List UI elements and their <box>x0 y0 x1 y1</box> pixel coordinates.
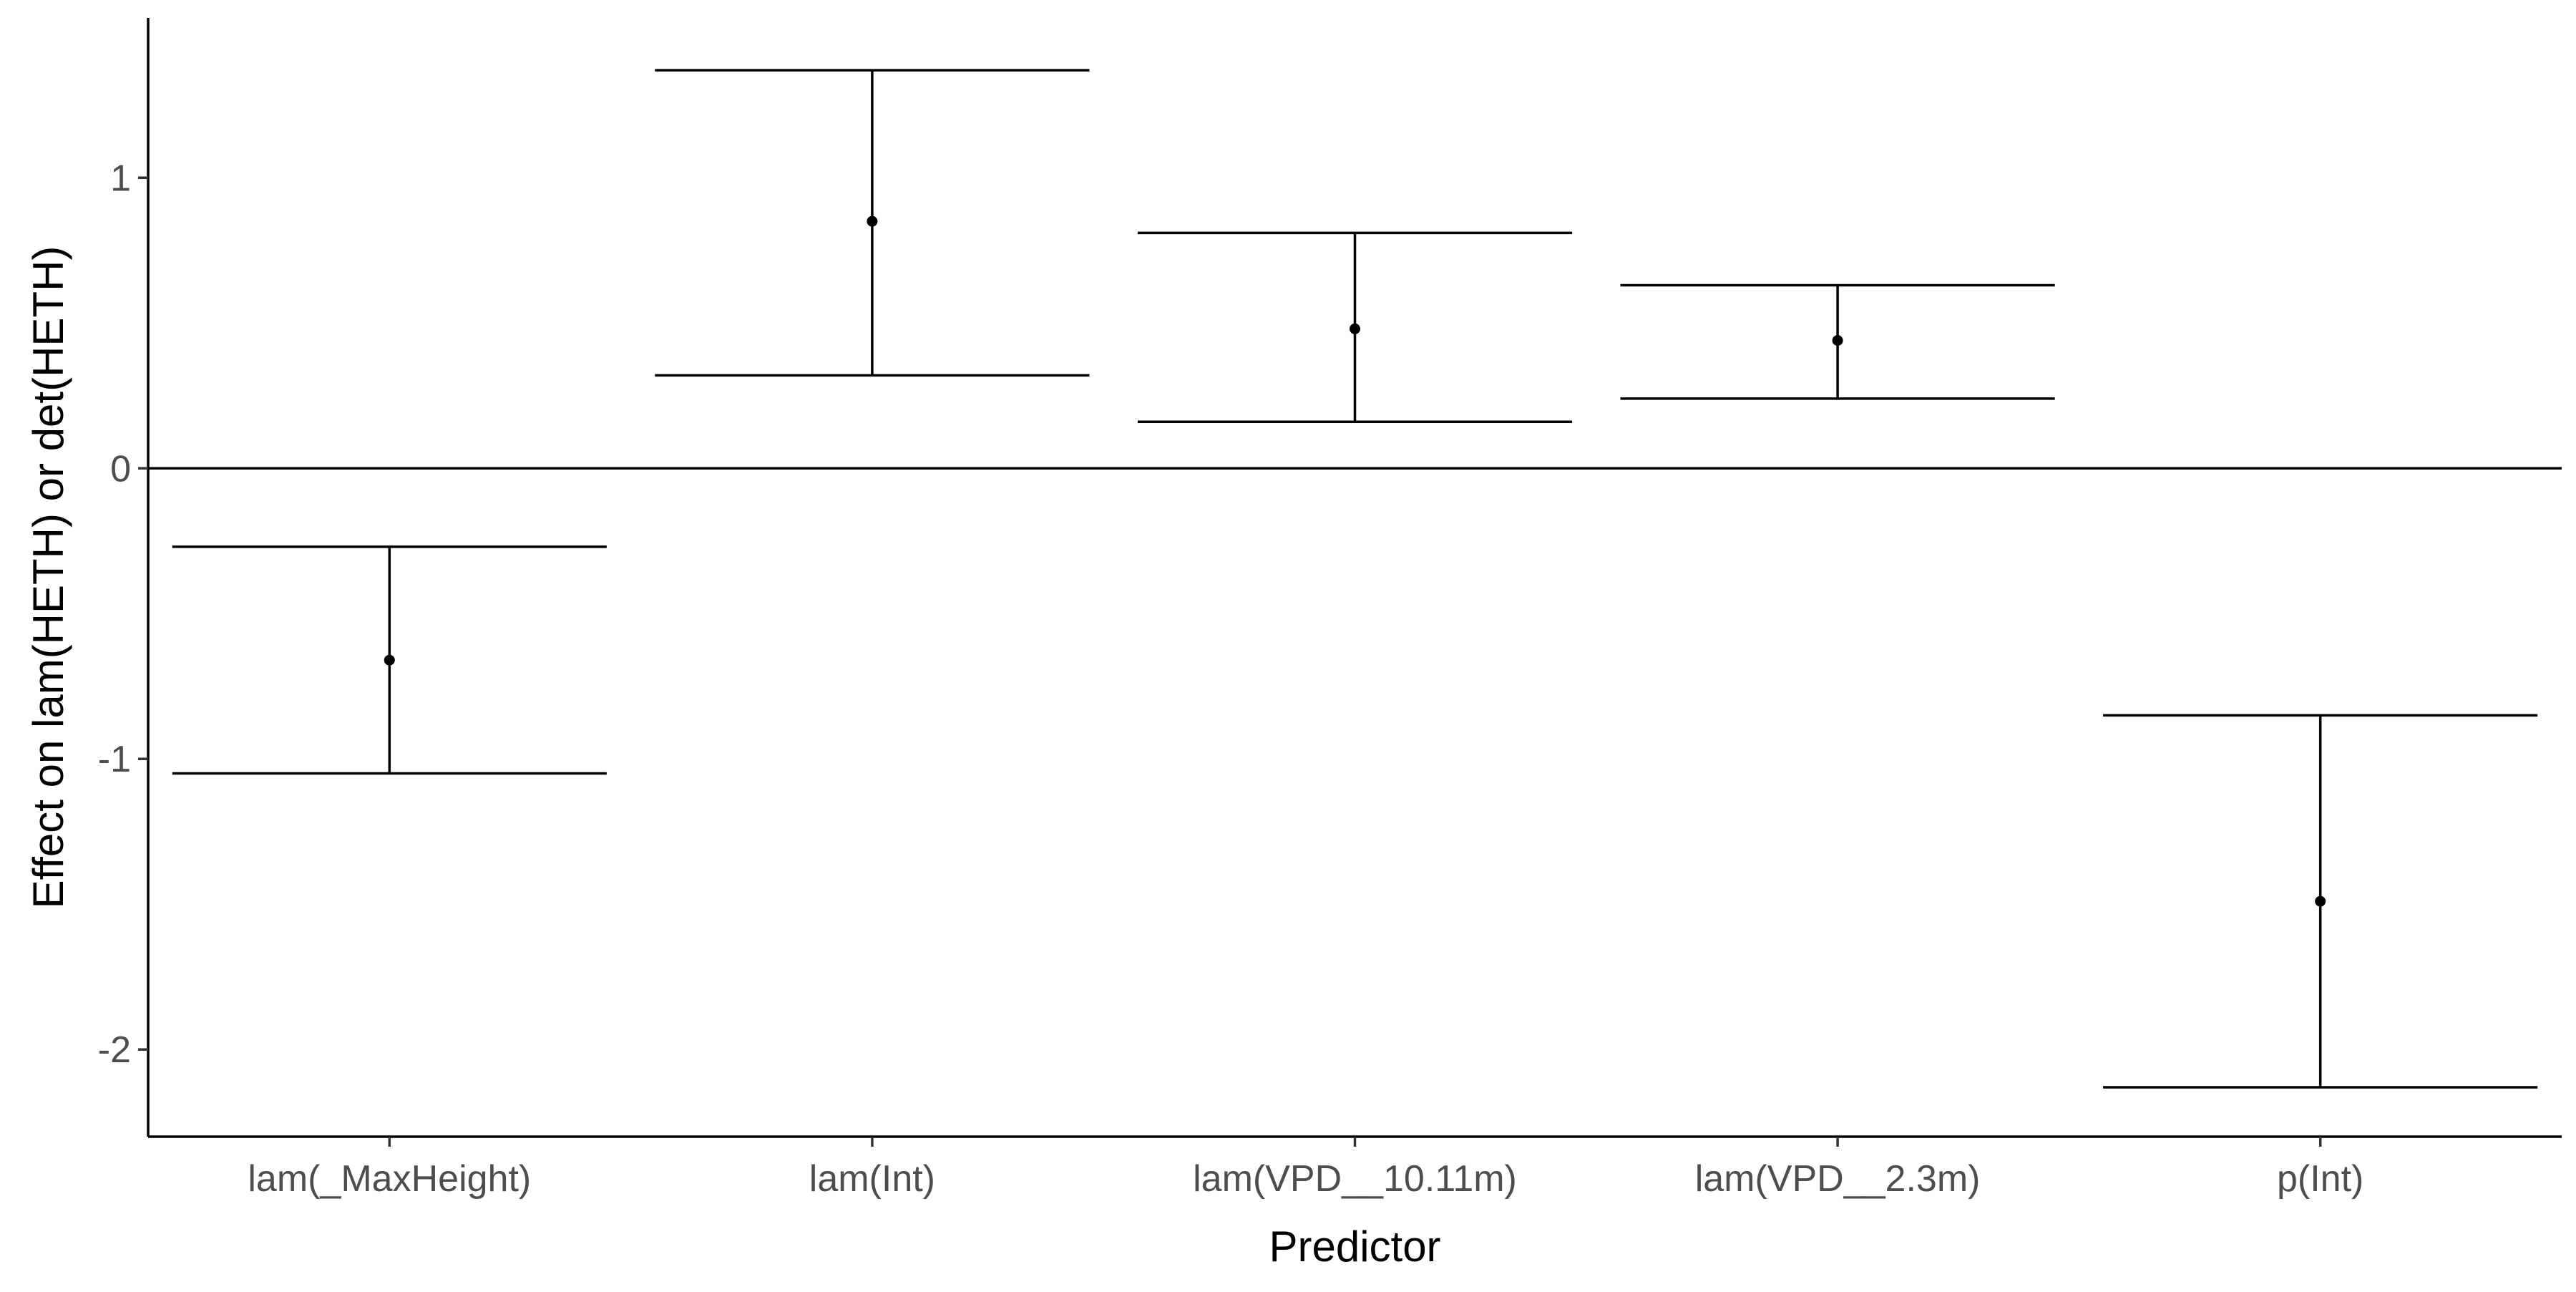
estimate-point <box>1832 335 1843 346</box>
x-axis-title: Predictor <box>1269 1223 1440 1271</box>
x-tick-label: lam(VPD__10.11m) <box>1193 1158 1517 1200</box>
errorbar-layer <box>172 69 2538 1089</box>
estimate-point <box>1350 323 1360 334</box>
axes-layer <box>147 18 2562 1138</box>
y-tick-layer: -2 -1 0 1 <box>98 157 148 1071</box>
estimate-point <box>2315 895 2326 907</box>
y-axis-title: Effect on lam(HETH) or det(HETH) <box>24 246 72 909</box>
y-tick-label: 1 <box>110 157 131 199</box>
x-tick-label: lam(VPD__2.3m) <box>1695 1158 1981 1200</box>
y-tick-label: -1 <box>98 739 131 780</box>
y-tick-label: 0 <box>110 448 131 490</box>
point-layer <box>384 215 2326 907</box>
estimate-point <box>384 654 395 666</box>
y-tick-label: -2 <box>98 1029 131 1071</box>
x-tick-label: p(Int) <box>2277 1158 2363 1200</box>
x-tick-label: lam(_MaxHeight) <box>248 1158 531 1200</box>
x-tick-layer: lam(_MaxHeight) lam(Int) lam(VPD__10.11m) l… <box>248 1137 2363 1200</box>
estimate-point <box>867 215 878 227</box>
x-tick-label: lam(Int) <box>809 1158 935 1200</box>
